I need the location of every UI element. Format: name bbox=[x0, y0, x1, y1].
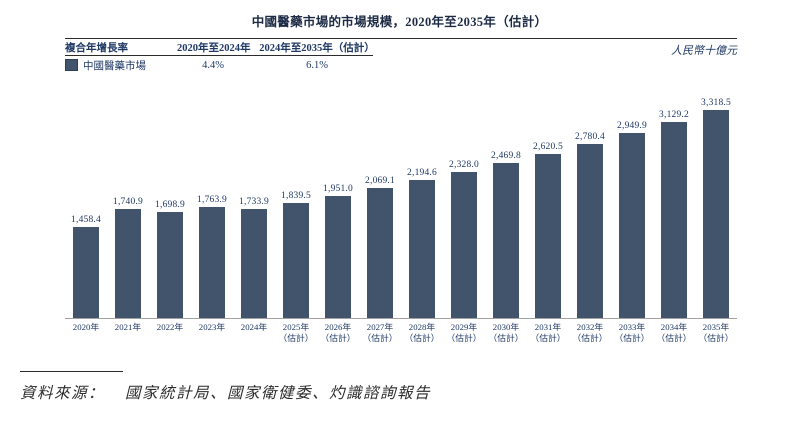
bar-slot: 1,458.4 bbox=[65, 215, 107, 318]
bar bbox=[619, 133, 645, 318]
bar bbox=[409, 180, 435, 318]
bar-chart-plot: 1,458.4 1,740.9 1,698.9 1,763.9 1,733.9 1,839… bbox=[65, 75, 737, 319]
cagr-period1-header: 2020年至2024年 bbox=[177, 43, 251, 54]
x-axis-label: 2035年 （估計） bbox=[698, 322, 734, 343]
bar-value-label: 2,328.0 bbox=[449, 160, 479, 170]
bar bbox=[367, 188, 393, 318]
cagr-header-underline bbox=[65, 55, 373, 56]
bar-value-label: 1,763.9 bbox=[197, 195, 227, 205]
unit-label: 人民幣十億元 bbox=[671, 45, 737, 57]
bar-value-label: 1,740.9 bbox=[113, 197, 143, 207]
source-text: 國家統計局、國家衛健委、灼識諮詢報告 bbox=[125, 385, 432, 402]
bar-slot: 2,194.6 bbox=[401, 168, 443, 318]
x-axis-label: 2020年 bbox=[72, 322, 100, 332]
bar-slot: 1,698.9 bbox=[149, 200, 191, 318]
chart-title: 中國醫藥市場的市場規模，2020年至2035年（估計） bbox=[251, 15, 548, 29]
bar-value-label: 2,620.5 bbox=[533, 142, 563, 152]
bar bbox=[493, 163, 519, 318]
bar-slot: 2,328.0 bbox=[443, 160, 485, 318]
bar-value-label: 3,318.5 bbox=[701, 98, 731, 108]
cagr-series-row: 中國醫藥市場 4.4% 6.1% bbox=[65, 57, 395, 73]
bar-value-label: 1,951.0 bbox=[323, 184, 353, 194]
bar-slot: 2,949.9 bbox=[611, 121, 653, 318]
x-axis-labels: 2020年 2021年 2022年 2023年 2024年 2025年 （估計） 2026年（… bbox=[65, 322, 737, 343]
bar bbox=[451, 172, 477, 318]
bar-slot: 3,129.2 bbox=[653, 110, 695, 318]
bar-value-label: 2,469.8 bbox=[491, 151, 521, 161]
bar-slot: 2,780.4 bbox=[569, 132, 611, 318]
top-divider-rule bbox=[65, 38, 737, 39]
bar-slot: 1,839.5 bbox=[275, 191, 317, 318]
x-axis-label: 2024年 bbox=[240, 322, 268, 332]
bar bbox=[157, 212, 183, 318]
bar bbox=[115, 209, 141, 318]
cagr-period2-value: 6.1% bbox=[306, 59, 328, 71]
bar bbox=[325, 196, 351, 318]
bar-value-label: 1,458.4 bbox=[71, 215, 101, 225]
bar-slot: 2,069.1 bbox=[359, 176, 401, 318]
x-axis-label: 2033年 （估計） bbox=[614, 322, 650, 343]
bar-slot: 1,733.9 bbox=[233, 197, 275, 318]
x-axis-label: 2027年 （估計） bbox=[362, 322, 398, 343]
bar-value-label: 2,194.6 bbox=[407, 168, 437, 178]
bar-slot: 1,951.0 bbox=[317, 184, 359, 318]
x-axis-label: 2022年 bbox=[156, 322, 184, 332]
x-axis-label: 2023年 bbox=[198, 322, 226, 332]
bar bbox=[283, 203, 309, 318]
bar-slot: 1,763.9 bbox=[191, 195, 233, 318]
bar-value-label: 1,733.9 bbox=[239, 197, 269, 207]
source-note: 資料來源： 國家統計局、國家衛健委、灼識諮詢報告 bbox=[20, 381, 780, 403]
cagr-header-label: 複合年增長率 bbox=[65, 43, 128, 54]
bar-slot: 3,318.5 bbox=[695, 98, 737, 318]
series-name: 中國醫藥市場 bbox=[83, 60, 146, 72]
bar-slot: 2,620.5 bbox=[527, 142, 569, 318]
source-divider-rule bbox=[20, 371, 123, 372]
bar-value-label: 2,949.9 bbox=[617, 121, 647, 131]
bar-slot: 1,740.9 bbox=[107, 197, 149, 318]
cagr-legend-table: 複合年增長率 2020年至2024年 2024年至2035年（估計） 中國醫藥市… bbox=[65, 40, 395, 73]
source-label: 資料來源： bbox=[20, 385, 106, 402]
bar bbox=[241, 209, 267, 318]
bar-value-label: 2,780.4 bbox=[575, 132, 605, 142]
cagr-period2-header: 2024年至2035年（估計） bbox=[259, 43, 375, 54]
bar-value-label: 3,129.2 bbox=[659, 110, 689, 120]
cagr-header-row: 複合年增長率 2020年至2024年 2024年至2035年（估計） bbox=[65, 40, 395, 54]
x-axis-label: 2034年 （估計） bbox=[656, 322, 692, 343]
bar-value-label: 1,839.5 bbox=[281, 191, 311, 201]
bar bbox=[535, 154, 561, 318]
bar-slot: 2,469.8 bbox=[485, 151, 527, 318]
x-axis-label: 2032年 （估計） bbox=[572, 322, 608, 343]
bar bbox=[73, 227, 99, 318]
bar bbox=[577, 144, 603, 318]
x-axis-label: 2030年 （估計） bbox=[488, 322, 524, 343]
x-axis-label: 2021年 bbox=[114, 322, 142, 332]
cagr-period1-value: 4.4% bbox=[202, 59, 224, 71]
x-axis-label: 2026年 （估計） bbox=[320, 322, 356, 343]
bar-value-label: 2,069.1 bbox=[365, 176, 395, 186]
legend-series: 中國醫藥市場 bbox=[65, 58, 177, 73]
bar bbox=[703, 110, 729, 318]
bar bbox=[199, 207, 225, 318]
x-axis-label: 2028年 （估計） bbox=[404, 322, 440, 343]
x-axis-label: 2031年 （估計） bbox=[530, 322, 566, 343]
bar bbox=[661, 122, 687, 318]
bar-value-label: 1,698.9 bbox=[155, 200, 185, 210]
legend-swatch-icon bbox=[65, 59, 78, 71]
x-axis-label: 2025年 （估計） bbox=[278, 322, 314, 343]
x-axis-label: 2029年 （估計） bbox=[446, 322, 482, 343]
